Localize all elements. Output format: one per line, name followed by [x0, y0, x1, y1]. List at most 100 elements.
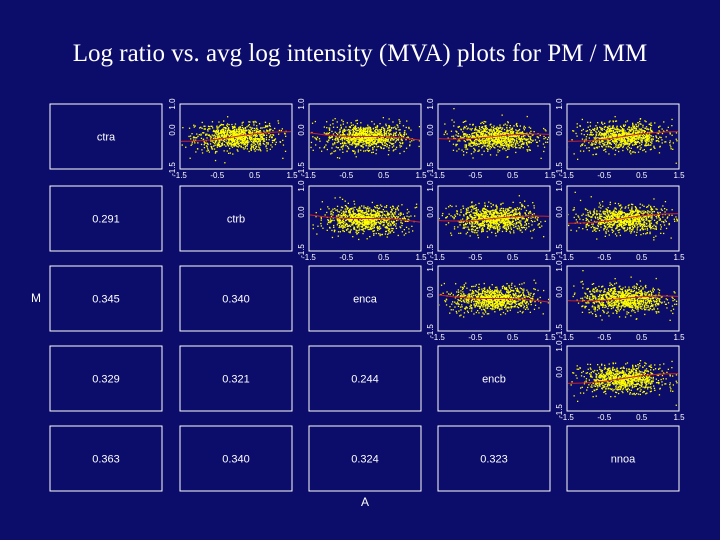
data-point [634, 151, 636, 154]
data-point [387, 233, 389, 235]
data-point [645, 138, 648, 140]
data-point [369, 140, 371, 143]
data-point [495, 212, 498, 214]
data-point [369, 126, 372, 129]
data-point [439, 217, 440, 220]
data-point [250, 148, 252, 150]
data-point [232, 126, 235, 128]
data-point [374, 139, 376, 141]
data-point [485, 220, 487, 222]
data-point [364, 137, 366, 140]
data-point [531, 213, 534, 216]
data-point [376, 227, 378, 229]
data-point [214, 130, 216, 132]
data-point [370, 212, 372, 214]
data-point [254, 140, 257, 143]
data-point [627, 139, 629, 142]
data-point [345, 205, 347, 207]
data-point [525, 141, 527, 144]
data-point [344, 216, 347, 218]
data-point [514, 143, 517, 145]
data-point [211, 140, 214, 142]
y-tick-label: 0.0 [168, 124, 177, 136]
data-point [490, 146, 492, 149]
data-point [359, 215, 361, 217]
data-point [249, 126, 251, 128]
data-point [356, 214, 359, 216]
data-point [487, 205, 489, 208]
data-point [339, 219, 341, 221]
data-point [466, 148, 469, 150]
data-point [258, 130, 261, 132]
data-point [382, 144, 384, 146]
data-point [363, 130, 365, 132]
data-point [375, 144, 378, 146]
data-point [446, 133, 448, 135]
data-point [647, 135, 650, 137]
data-point [513, 216, 515, 218]
data-point [372, 216, 375, 218]
panel-frame-r2-c2 [179, 185, 293, 252]
data-point [473, 205, 475, 207]
data-point [365, 224, 367, 226]
data-point [336, 205, 339, 207]
data-point [236, 139, 238, 142]
data-point [464, 140, 466, 143]
data-point [375, 221, 378, 223]
data-point [367, 145, 369, 147]
data-point [375, 142, 377, 145]
data-point [517, 142, 519, 145]
data-point [366, 216, 368, 218]
data-point [456, 213, 459, 215]
data-point [503, 139, 505, 142]
data-point [337, 214, 340, 216]
data-point [535, 141, 538, 143]
data-point [590, 134, 592, 136]
data-point [619, 134, 621, 136]
data-point [512, 135, 514, 138]
data-point [358, 137, 361, 139]
data-point [622, 124, 625, 126]
data-point [465, 146, 467, 148]
data-point [511, 131, 513, 133]
data-point [418, 126, 420, 128]
data-point [462, 221, 464, 223]
data-point [379, 215, 381, 217]
data-point [603, 149, 605, 151]
data-point [207, 143, 209, 146]
data-point [347, 215, 349, 218]
panel-frame-r5-c2 [179, 425, 293, 492]
data-point [470, 225, 473, 228]
data-point [633, 142, 636, 144]
data-point [659, 145, 661, 147]
data-point [396, 219, 398, 222]
data-point [511, 224, 513, 226]
data-point [362, 232, 364, 235]
data-point [601, 137, 603, 140]
data-point [518, 138, 520, 141]
data-point [589, 125, 591, 127]
data-point [466, 136, 468, 138]
data-point [222, 131, 224, 133]
data-point [402, 125, 405, 127]
data-point [396, 138, 398, 141]
data-point [386, 205, 388, 207]
data-point [385, 123, 387, 125]
data-point [495, 137, 497, 139]
data-point [364, 222, 367, 224]
data-point [407, 220, 409, 222]
data-point [631, 136, 633, 138]
data-point [213, 139, 215, 141]
data-point [401, 204, 403, 206]
data-point [482, 126, 484, 128]
data-point [397, 209, 400, 211]
data-point [346, 122, 348, 124]
data-point [599, 131, 601, 133]
data-point [522, 147, 524, 149]
data-point [495, 144, 497, 146]
data-point [348, 135, 351, 137]
data-point [520, 133, 522, 135]
data-point [239, 137, 241, 139]
data-point [638, 138, 640, 141]
data-point [625, 131, 627, 134]
